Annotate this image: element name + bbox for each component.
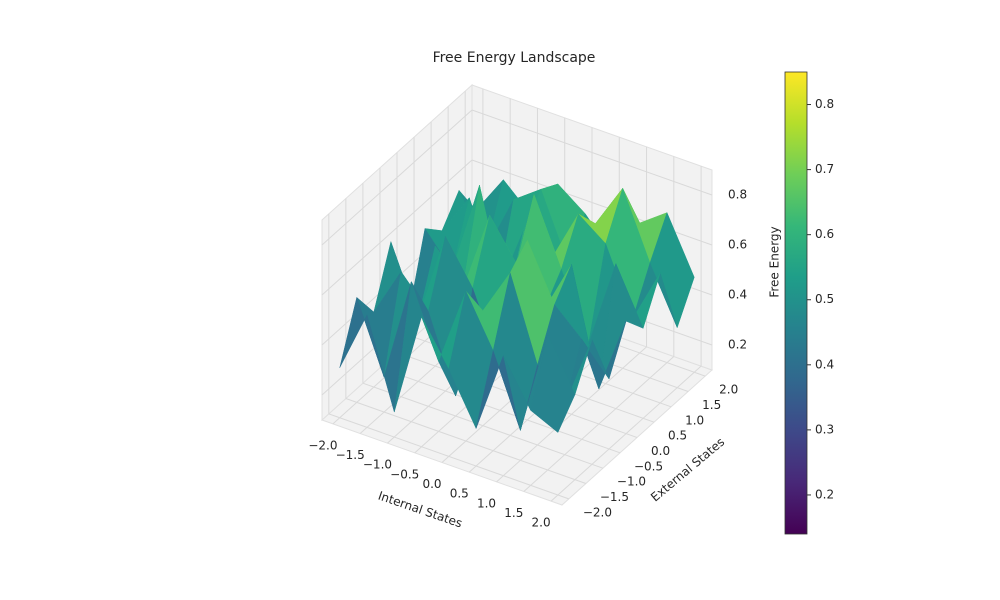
colorbar-tick-label: 0.3 (815, 422, 834, 436)
x-tick-label: 1.5 (504, 506, 523, 520)
z-tick-label: 0.4 (728, 288, 747, 302)
x-tick-label: −1.0 (363, 458, 392, 472)
colorbar (784, 71, 808, 535)
grid-line (379, 367, 621, 454)
y-tick-label: −1.5 (600, 490, 629, 504)
grid-line (345, 398, 587, 484)
y-tick-label: 1.5 (702, 398, 721, 412)
y-tick-label: −2.0 (583, 505, 612, 519)
y-tick-label: 1.0 (685, 413, 704, 427)
x-tick-label: 2.0 (532, 516, 551, 530)
colorbar-tick-label: 0.7 (815, 162, 834, 176)
colorbar-tick-label: 0.2 (815, 487, 834, 501)
x-tick-label: −2.0 (308, 438, 337, 452)
z-tick-label: 0.6 (728, 238, 747, 252)
y-tick-label: 0.5 (668, 429, 687, 443)
chart-title: Free Energy Landscape (433, 50, 596, 66)
grid-line (328, 413, 569, 500)
y-tick-label: −0.5 (634, 459, 663, 473)
x-tick-label: 0.5 (450, 487, 469, 501)
y-tick-label: −1.0 (617, 475, 646, 489)
x-tick-label: 1.0 (477, 496, 496, 510)
z-tick-label: 0.8 (728, 188, 747, 202)
x-tick-label: −1.5 (336, 448, 365, 462)
colorbar-tick-label: 0.6 (815, 227, 834, 241)
colorbar-tick-label: 0.5 (815, 292, 834, 306)
grid-line (321, 109, 473, 246)
colorbar-tick-label: 0.4 (815, 357, 834, 371)
grid-line (471, 109, 713, 196)
grid-line (362, 382, 604, 469)
x-tick-label: 0.0 (422, 477, 441, 491)
grid-line (321, 159, 473, 296)
y-tick-label: 2.0 (719, 383, 738, 397)
colorbar-tick-label: 0.8 (815, 97, 834, 111)
x-tick-label: −0.5 (390, 467, 419, 481)
y-tick-label: 0.0 (651, 444, 670, 458)
z-axis-label: Free Energy (768, 226, 782, 297)
z-tick-label: 0.2 (728, 338, 747, 352)
surface-patch (530, 334, 576, 433)
